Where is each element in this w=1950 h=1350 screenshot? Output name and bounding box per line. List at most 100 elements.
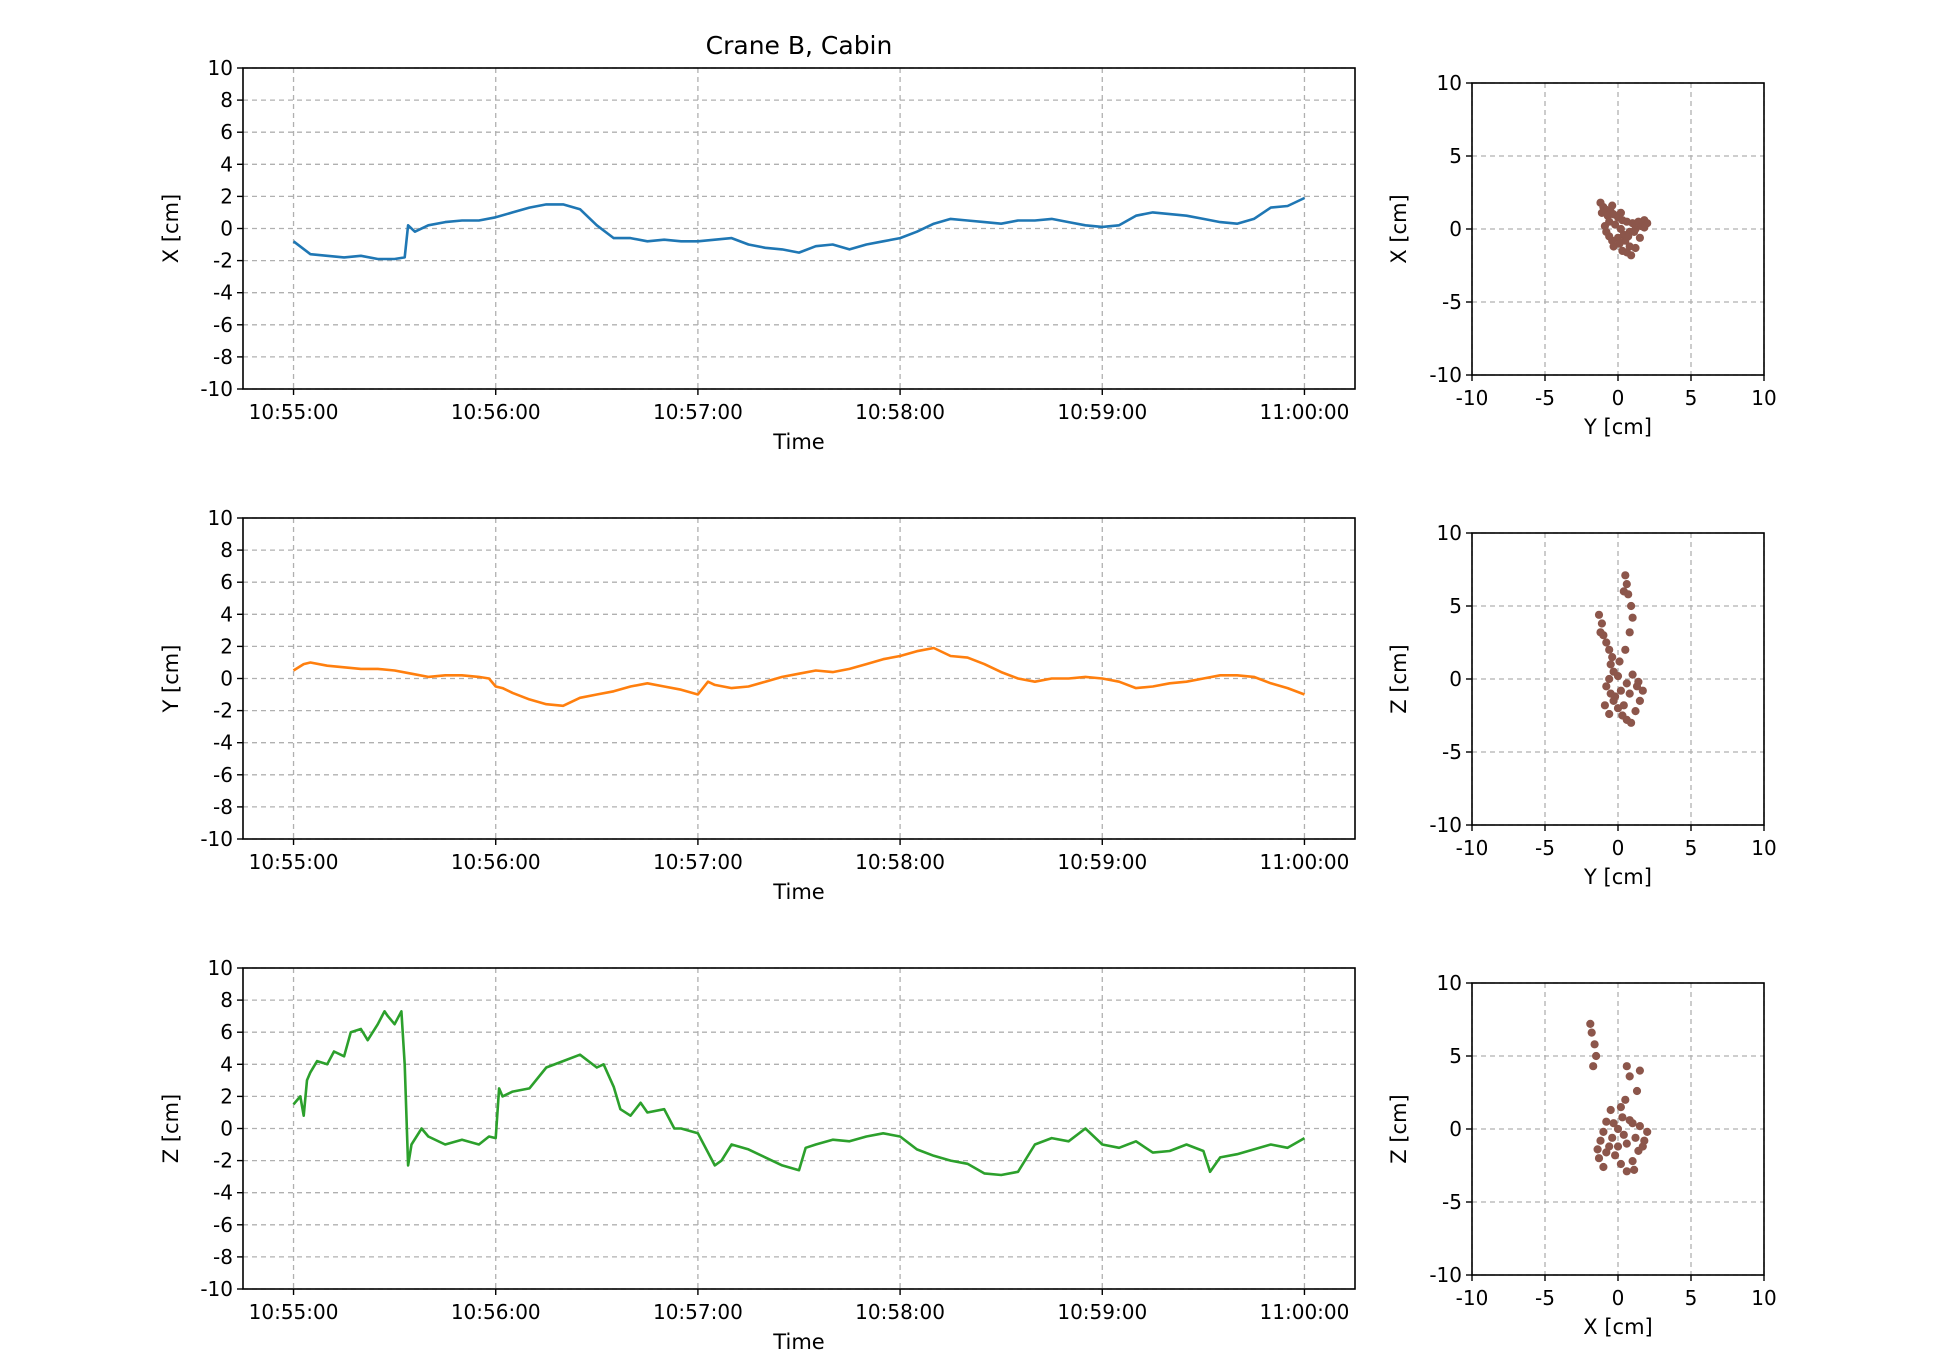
y-tick-label: -10	[200, 827, 233, 851]
scatter-point	[1599, 1127, 1608, 1137]
x-axis-label: Y [cm]	[1583, 415, 1652, 439]
y-tick-label: -5	[1442, 1190, 1462, 1214]
scatter-point	[1613, 1142, 1623, 1151]
x-tick-label: 0	[1612, 386, 1625, 410]
scatter-point	[1616, 686, 1626, 695]
y-tick-label: -8	[213, 795, 233, 819]
x-tick-label: 10:55:00	[249, 1300, 339, 1324]
scatter-point	[1622, 1139, 1631, 1148]
scatter-point	[1599, 1162, 1608, 1172]
y-tick-label: 8	[220, 538, 233, 562]
scatter-point	[1635, 696, 1645, 706]
x-axis-label: Time	[772, 430, 824, 454]
y-tick-label: 0	[220, 1117, 233, 1141]
x-tick-label: -10	[1456, 836, 1489, 860]
scatter-point	[1606, 1105, 1615, 1115]
scatter-point	[1613, 672, 1623, 681]
scatter-point	[1616, 1103, 1626, 1112]
scatter-point	[1600, 701, 1610, 710]
y-tick-label: 10	[208, 956, 233, 980]
series-line	[292, 1009, 1306, 1177]
x-tick-label: -5	[1535, 1286, 1555, 1310]
scatter-point	[1606, 660, 1615, 669]
scatter-point	[1621, 645, 1630, 654]
y-tick-label: 10	[208, 506, 233, 530]
y-tick-label: -4	[213, 731, 233, 755]
y-tick-label: 5	[1449, 1044, 1462, 1068]
scatter-point	[1608, 201, 1617, 210]
scatter-point	[1615, 657, 1624, 666]
y-tick-label: 5	[1449, 144, 1462, 168]
x-axis-label: Y [cm]	[1583, 865, 1652, 889]
scatter-point	[1628, 1157, 1637, 1166]
scatter-point	[1638, 686, 1647, 695]
x-tick-label: 10:59:00	[1057, 1300, 1147, 1324]
scatter-point	[1622, 580, 1631, 589]
y-tick-label: -5	[1442, 290, 1462, 314]
y-tick-label: 10	[208, 56, 233, 80]
scatter-point	[1628, 670, 1637, 679]
scatter-point	[1597, 619, 1607, 628]
scatter-point	[1619, 1130, 1628, 1139]
y-tick-label: -10	[200, 1277, 233, 1301]
scatter-point	[1628, 613, 1637, 622]
y-tick-label: -2	[213, 1149, 233, 1173]
y-tick-label: 4	[220, 152, 233, 176]
scatter-point	[1613, 1124, 1623, 1134]
y-axis-label: Z [cm]	[1387, 1094, 1411, 1163]
y-tick-label: -8	[213, 345, 233, 369]
y-tick-label: 10	[1437, 71, 1462, 95]
scatter-point	[1594, 610, 1604, 619]
scatter-point	[1589, 1062, 1598, 1071]
y-tick-label: 2	[220, 184, 233, 208]
scatter-point	[1592, 1051, 1601, 1061]
x-tick-label: 10:59:00	[1057, 850, 1147, 874]
y-tick-label: -10	[1429, 363, 1462, 387]
scatter-point	[1605, 709, 1614, 719]
scatter-point	[1643, 1127, 1652, 1137]
x-tick-label: 10:56:00	[451, 400, 541, 424]
scatter-point	[1640, 223, 1649, 232]
x-tick-label: 0	[1612, 836, 1625, 860]
scatter-point	[1631, 1133, 1640, 1142]
y-tick-label: 2	[220, 634, 233, 658]
scatter-point	[1632, 682, 1642, 691]
y-tick-label: 0	[220, 667, 233, 691]
y-axis-label: X [cm]	[159, 194, 183, 263]
scatter-point	[1622, 1167, 1631, 1176]
x-tick-label: 10:57:00	[653, 400, 743, 424]
x-tick-label: 10:57:00	[653, 1300, 743, 1324]
y-tick-label: 2	[220, 1084, 233, 1108]
y-tick-label: -2	[213, 699, 233, 723]
y-tick-label: 5	[1449, 594, 1462, 618]
scatter-point	[1586, 1019, 1595, 1029]
scatter-point	[1611, 1151, 1620, 1160]
scatter-point	[1635, 233, 1645, 242]
y-tick-label: 10	[1437, 521, 1462, 545]
y-tick-label: 0	[1449, 217, 1462, 241]
y-tick-label: -2	[213, 249, 233, 273]
x-tick-label: 11:00:00	[1260, 400, 1350, 424]
y-tick-label: -6	[213, 313, 233, 337]
scatter-point	[1619, 587, 1628, 596]
x-time-series-plot: -10 -8 -6 -4 -2 0 2 4 6 8 10 10:55:00 10:56:00 10:57:…	[159, 31, 1356, 454]
scatter-point	[1627, 251, 1636, 260]
y-tick-label: 6	[220, 1020, 233, 1044]
scatter-point	[1602, 1148, 1611, 1157]
x-tick-label: -10	[1456, 386, 1489, 410]
x-tick-label: -5	[1535, 386, 1555, 410]
x-tick-label: 10:57:00	[653, 850, 743, 874]
y-tick-label: -6	[213, 1213, 233, 1237]
x-tick-label: 10:56:00	[451, 850, 541, 874]
scatter-point	[1618, 1113, 1627, 1122]
scatter-point	[1587, 1028, 1596, 1037]
y-tick-label: 4	[220, 1052, 233, 1076]
chart-title: Crane B, Cabin	[706, 31, 893, 60]
y-tick-label: -10	[1429, 813, 1462, 837]
x-tick-label: 10:55:00	[249, 400, 339, 424]
scatter-point	[1590, 1040, 1599, 1049]
x-axis-label: Time	[772, 1330, 824, 1350]
scatter-point	[1608, 653, 1617, 662]
y-tick-label: -8	[213, 1245, 233, 1269]
